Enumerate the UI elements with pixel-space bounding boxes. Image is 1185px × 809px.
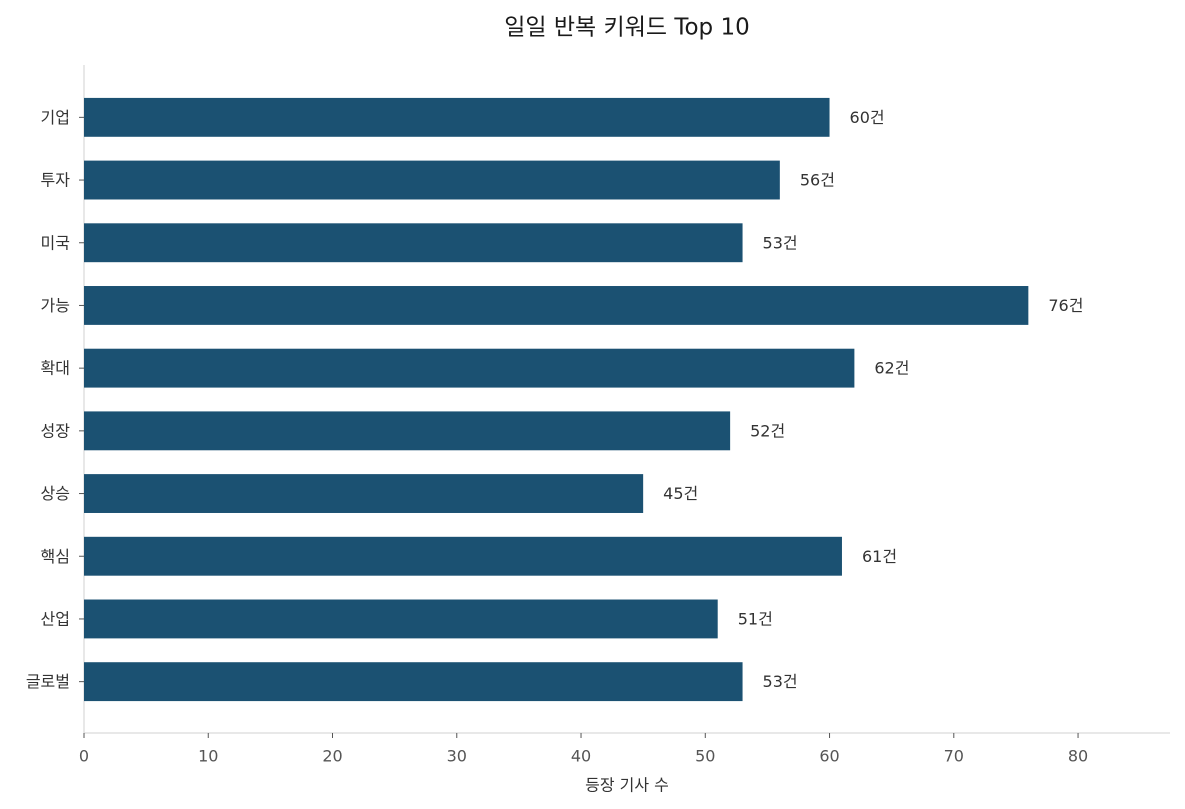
y-tick-label: 기업: [41, 108, 70, 127]
y-tick-label: 미국: [41, 233, 70, 252]
value-label: 53건: [763, 233, 798, 252]
y-tick-label: 투자: [41, 171, 71, 190]
bar: [84, 223, 743, 263]
bar: [84, 474, 644, 513]
chart-title: 일일 반복 키워드 Top 10: [504, 15, 749, 41]
value-label: 53건: [763, 672, 798, 691]
x-tick-label: 60: [819, 747, 839, 766]
x-tick-label: 30: [447, 747, 467, 766]
bar: [84, 286, 1029, 325]
value-label: 76건: [1048, 296, 1083, 315]
y-tick-label: 핵심: [41, 547, 70, 566]
y-tick-label: 가능: [41, 296, 70, 315]
y-tick-label: 상승: [41, 484, 70, 503]
x-tick-label: 40: [571, 747, 591, 766]
x-tick-label: 50: [695, 747, 715, 766]
bar: [84, 411, 731, 451]
y-tick-label: 글로벌: [26, 672, 70, 691]
bar: [84, 662, 743, 702]
x-tick-label: 80: [1068, 747, 1088, 766]
value-label: 51건: [738, 609, 773, 628]
bar: [84, 348, 855, 388]
value-label: 61건: [862, 547, 897, 566]
value-label: 62건: [874, 359, 909, 378]
x-tick-label: 20: [322, 747, 342, 766]
x-tick-label: 10: [198, 747, 218, 766]
x-tick-label: 70: [944, 747, 964, 766]
value-label: 56건: [800, 171, 835, 190]
x-axis-label: 등장 기사 수: [585, 776, 669, 795]
value-label: 45건: [663, 484, 698, 503]
y-tick-label: 확대: [41, 359, 70, 378]
value-label: 52건: [750, 421, 785, 440]
y-tick-label: 산업: [41, 609, 70, 628]
x-tick-label: 0: [79, 747, 89, 766]
bar: [84, 97, 830, 137]
bar: [84, 536, 842, 576]
y-tick-label: 성장: [41, 421, 71, 440]
value-label: 60건: [850, 108, 885, 127]
bar: [84, 160, 780, 200]
bar: [84, 599, 718, 639]
